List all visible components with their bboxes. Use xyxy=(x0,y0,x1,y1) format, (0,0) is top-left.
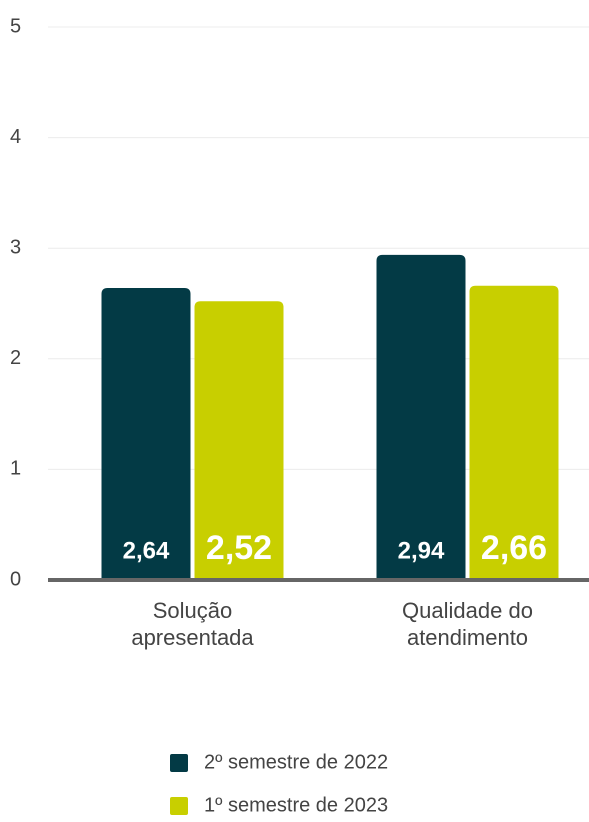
bar xyxy=(376,254,466,580)
y-tick-label: 3 xyxy=(10,236,21,258)
value-label: 2,66 xyxy=(481,529,547,567)
x-tick-label: Qualidade do atendimento xyxy=(402,598,533,650)
y-tick-label: 1 xyxy=(10,458,21,480)
legend-swatch xyxy=(170,754,188,772)
legend-label: 1º semestre de 2023 xyxy=(204,794,388,816)
legend-label: 2º semestre de 2022 xyxy=(204,751,388,773)
x-tick-label: Solução apresentada xyxy=(131,598,254,650)
value-label: 2,52 xyxy=(206,529,272,567)
bar xyxy=(101,288,191,580)
y-tick-label: 4 xyxy=(10,126,21,148)
bar xyxy=(469,285,559,580)
bar xyxy=(194,301,284,580)
y-tick-label: 0 xyxy=(10,568,21,590)
value-label: 2,64 xyxy=(123,537,170,564)
y-tick-label: 5 xyxy=(10,15,21,37)
y-tick-label: 2 xyxy=(10,347,21,369)
value-label: 2,94 xyxy=(398,537,445,564)
legend-swatch xyxy=(170,797,188,815)
